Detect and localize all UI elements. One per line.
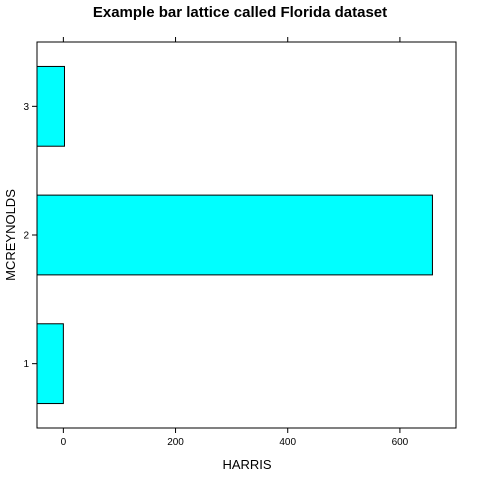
- y-tick-label: 2: [23, 231, 29, 242]
- x-tick-label: 200: [167, 437, 184, 448]
- y-tick-label: 3: [23, 102, 29, 113]
- bar-1: [36, 323, 64, 405]
- y-axis-label: MCREYNOLDS: [3, 189, 18, 281]
- x-tick-label: 400: [279, 437, 296, 448]
- chart-title: Example bar lattice called Florida datas…: [93, 4, 387, 21]
- y-ticks-group: 1 2 3: [23, 102, 37, 370]
- bar-3: [36, 65, 65, 147]
- x-tick-label: 600: [392, 437, 409, 448]
- x-ticks-group: 0 200 400 600: [61, 37, 409, 448]
- y-tick-label: 1: [23, 359, 29, 370]
- bars-group: [36, 65, 433, 405]
- x-tick-label: 0: [61, 437, 67, 448]
- x-axis-label: HARRIS: [222, 457, 271, 472]
- bar-2: [36, 194, 433, 276]
